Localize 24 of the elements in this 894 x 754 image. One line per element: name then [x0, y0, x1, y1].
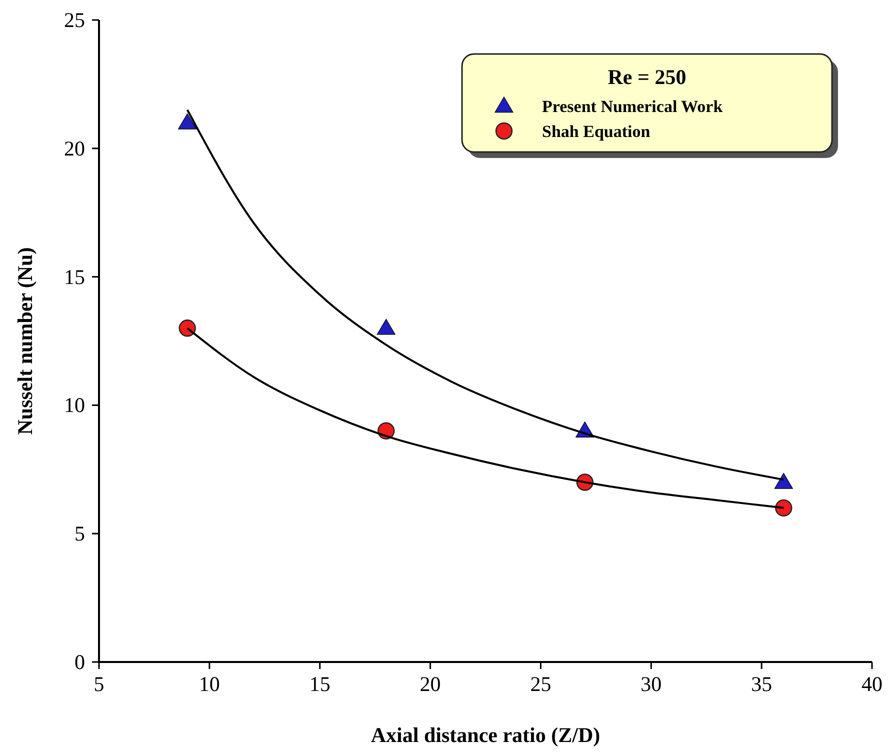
x-tick-label: 20	[420, 672, 441, 696]
x-tick-label: 5	[94, 672, 104, 696]
x-tick-label: 10	[198, 672, 220, 696]
legend-title: Re = 250	[608, 65, 686, 89]
x-axis-title: Axial distance ratio (Z/D)	[370, 723, 600, 747]
x-tick-label: 30	[640, 672, 662, 696]
x-tick-label: 15	[309, 672, 330, 696]
point	[178, 320, 196, 337]
legend-label: Present Numerical Work	[542, 97, 724, 116]
point	[376, 318, 396, 335]
y-tick-label: 20	[64, 136, 85, 160]
x-tick-label: 40	[862, 672, 882, 696]
point	[178, 113, 197, 130]
point	[774, 472, 793, 489]
x-tick-label: 25	[530, 672, 552, 696]
y-tick-label: 15	[64, 264, 85, 289]
legend-label: Shah Equation	[542, 122, 651, 141]
y-tick-label: 25	[64, 8, 85, 32]
point	[775, 499, 792, 517]
y-tick-label: 0	[74, 650, 85, 674]
y-tick-label: 10	[64, 393, 85, 418]
y-axis-title: Nusselt number (Nu)	[13, 247, 37, 435]
x-tick-label: 35	[751, 672, 772, 696]
y-tick-label: 5	[74, 522, 85, 546]
